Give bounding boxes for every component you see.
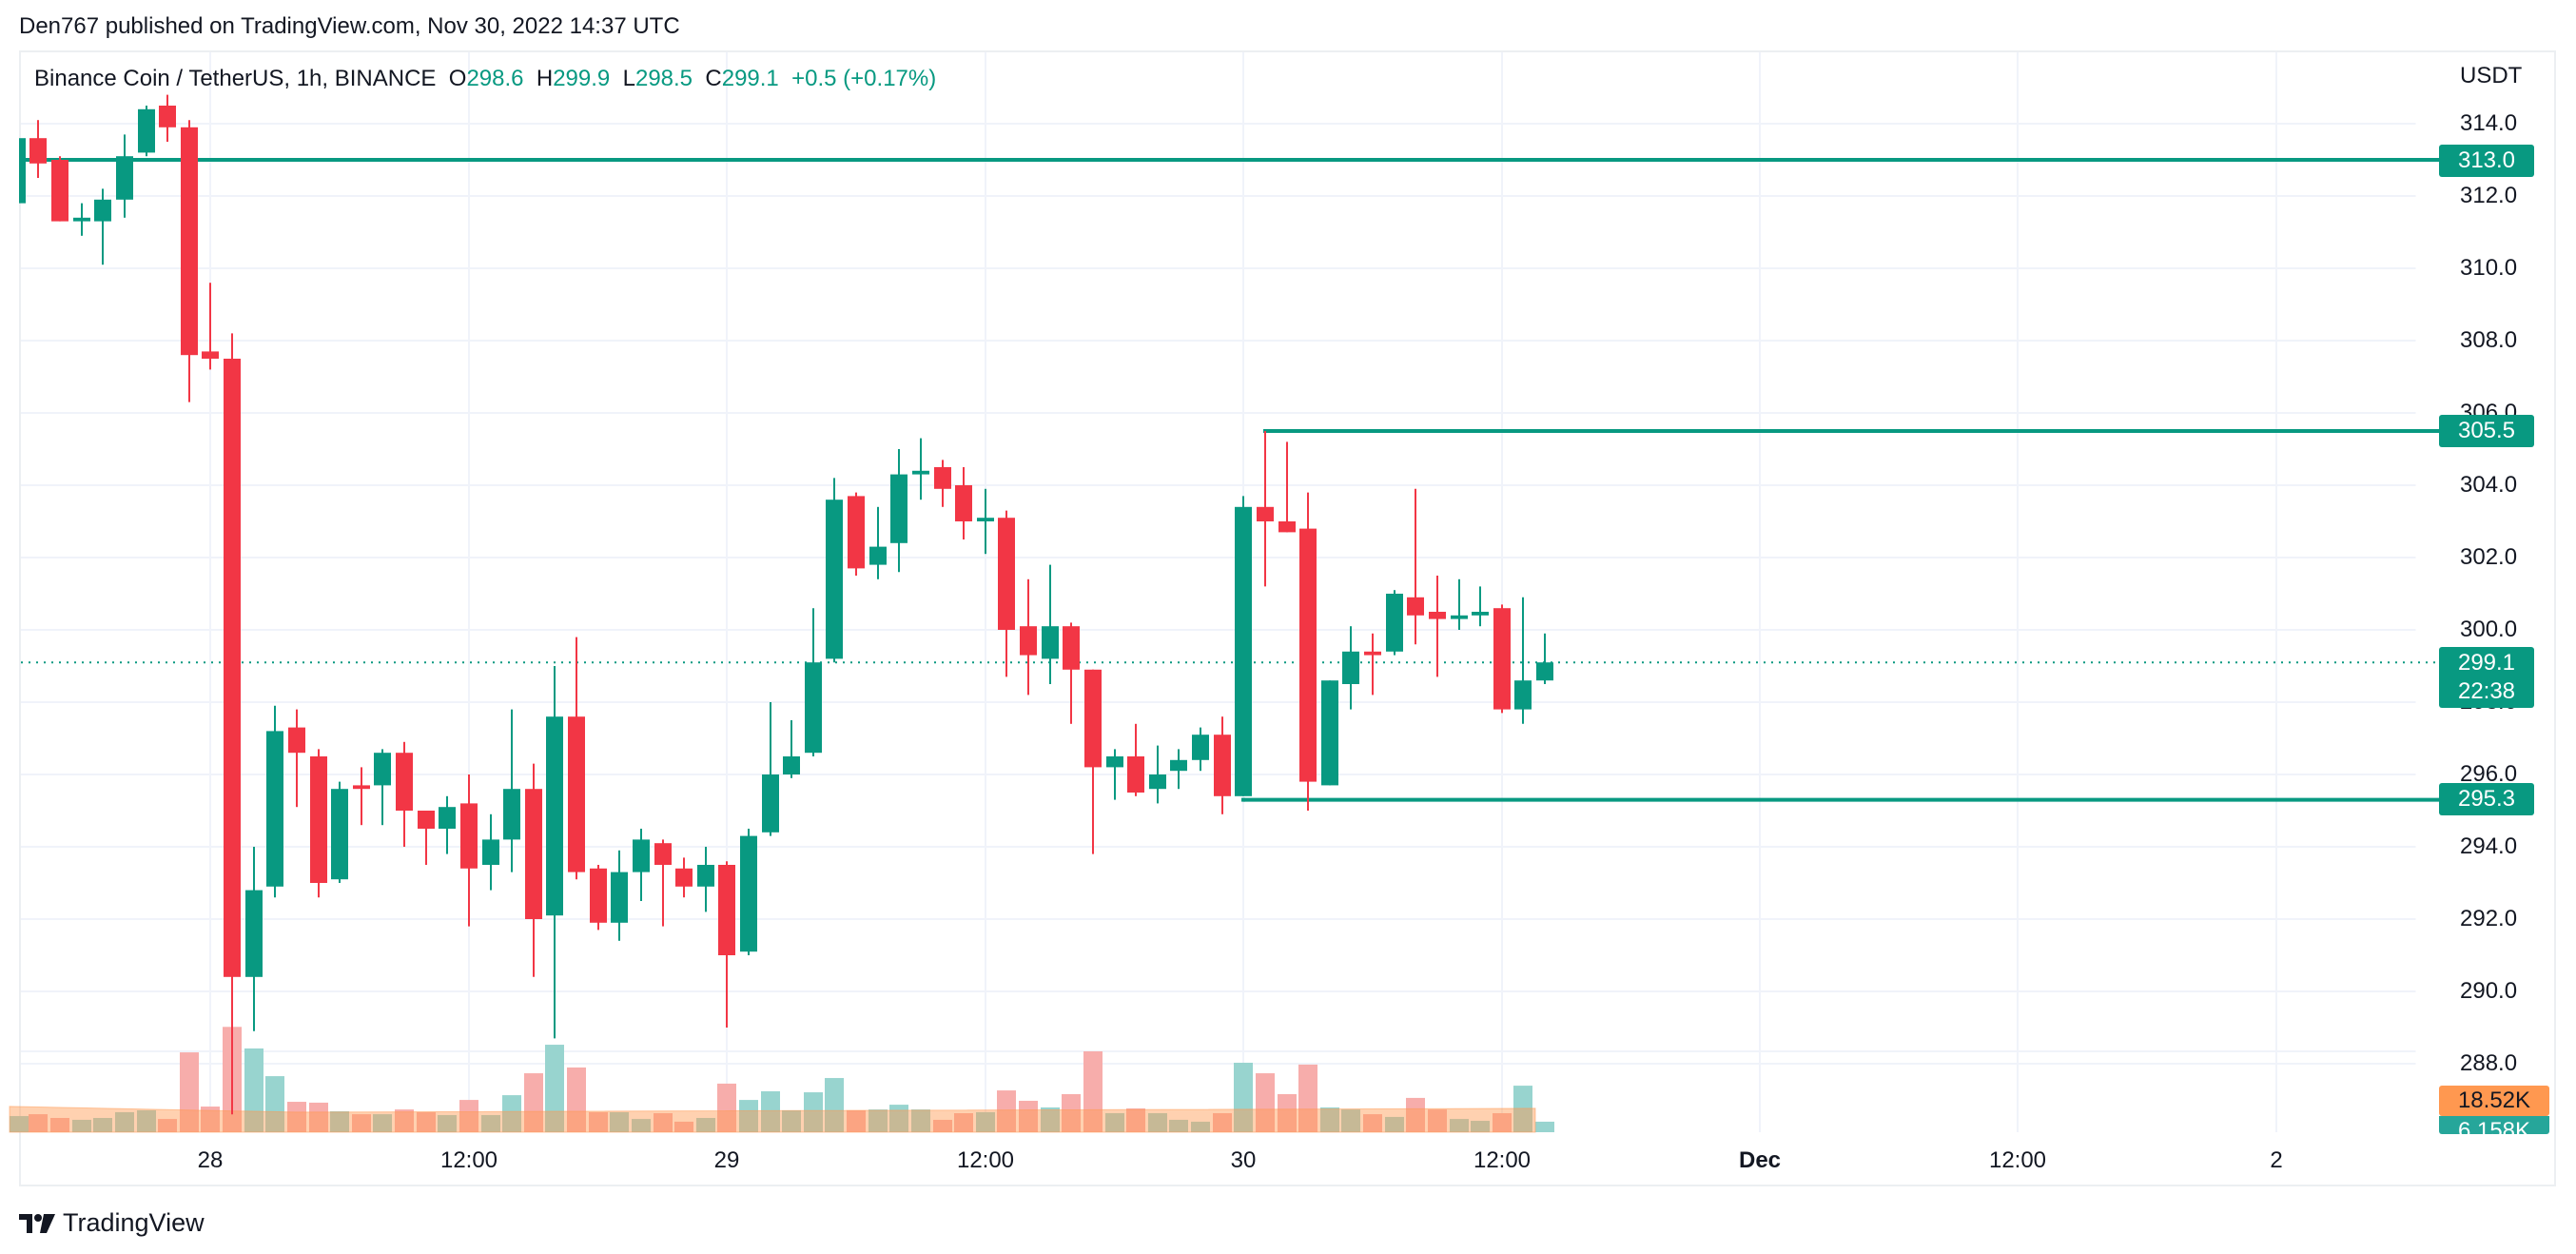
publisher-caption: Den767 published on TradingView.com, Nov…: [19, 13, 680, 39]
close-label: C: [705, 66, 722, 91]
tradingview-logo-icon: [19, 1213, 55, 1233]
low-value: 298.5: [634, 66, 693, 91]
low-label: L: [622, 66, 635, 91]
price-tick: 290.0: [2460, 978, 2518, 1004]
volume-bars: [10, 1027, 1554, 1132]
time-tick: 28: [197, 1147, 224, 1173]
last-volume-tag: 6.158K: [2439, 1116, 2549, 1134]
price-tick: 304.0: [2460, 472, 2518, 498]
high-value: 299.9: [553, 66, 611, 91]
price-tick: 310.0: [2460, 255, 2518, 281]
price-tick: 308.0: [2460, 327, 2518, 353]
price-tick: 296.0: [2460, 761, 2518, 787]
level-tag-295-3: 295.3: [2439, 783, 2534, 815]
time-tick: 29: [713, 1147, 740, 1173]
price-tick: 288.0: [2460, 1050, 2518, 1076]
close-value: 299.1: [721, 66, 779, 91]
price-tick: 292.0: [2460, 906, 2518, 931]
level-tag-313: 313.0: [2439, 145, 2534, 177]
price-tick: 300.0: [2460, 617, 2518, 642]
last-price-tag: 299.1 22:38: [2439, 647, 2534, 708]
symbol-legend: Binance Coin / TetherUS, 1h, BINANCE O29…: [34, 66, 936, 92]
price-tick: 314.0: [2460, 110, 2518, 136]
symbol-title: Binance Coin / TetherUS, 1h, BINANCE: [34, 66, 437, 91]
change-value: +0.5 (+0.17%): [791, 66, 937, 91]
volume-ma-tag: 18.52K: [2439, 1086, 2549, 1116]
last-price-value: 299.1: [2457, 650, 2516, 676]
tradingview-branding[interactable]: TradingView: [19, 1208, 205, 1238]
candles: [19, 94, 1553, 1115]
grid-lines: [21, 52, 2417, 1185]
currency-label: USDT: [2460, 63, 2523, 88]
open-label: O: [448, 66, 467, 91]
time-tick: 12:00: [1473, 1147, 1532, 1173]
price-tick: 312.0: [2460, 183, 2518, 208]
bar-countdown: 22:38: [2457, 678, 2516, 704]
tradingview-logo-text: TradingView: [63, 1208, 205, 1237]
price-tick: 294.0: [2460, 833, 2518, 859]
open-value: 298.6: [466, 66, 524, 91]
horizontal-levels[interactable]: [21, 158, 2439, 802]
high-label: H: [536, 66, 554, 91]
time-tick: 2: [2270, 1147, 2283, 1173]
chart-frame: [19, 50, 2556, 1186]
time-tick: 12:00: [956, 1147, 1015, 1173]
time-tick: 12:00: [1988, 1147, 2047, 1173]
time-tick: 30: [1230, 1147, 1257, 1173]
volume-ma-area: [9, 1106, 1536, 1133]
level-tag-305-5: 305.5: [2439, 415, 2534, 447]
time-tick: Dec: [1738, 1147, 1782, 1173]
price-tick: 302.0: [2460, 544, 2518, 570]
time-tick: 12:00: [439, 1147, 498, 1173]
